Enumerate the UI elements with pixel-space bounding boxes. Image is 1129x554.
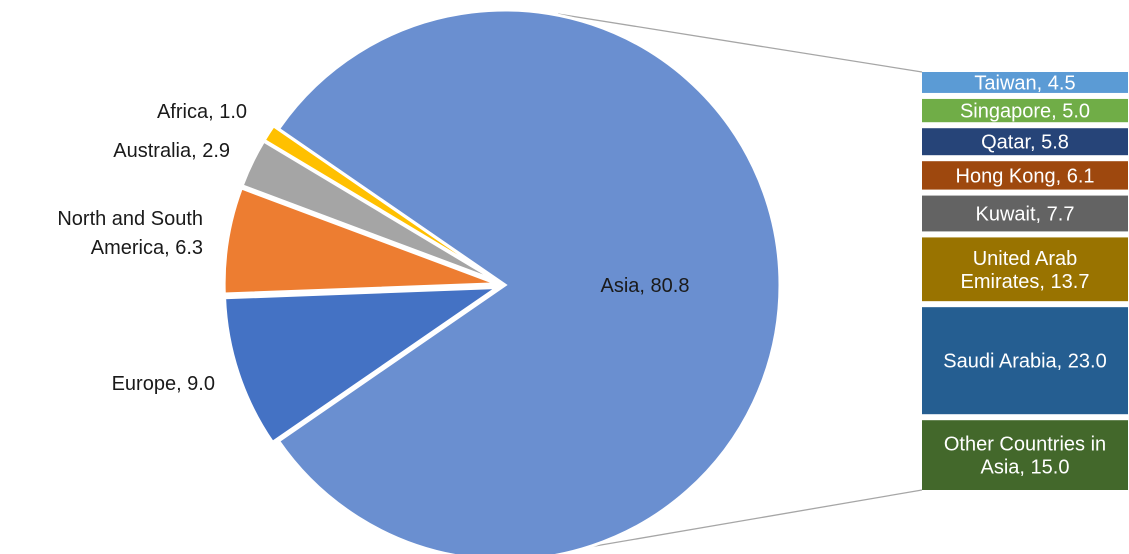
data-label-qatar: Qatar, 5.8 [981,132,1069,154]
bar-segment-saudi-arabia [922,307,1128,415]
data-labels: Taiwan, 4.5 Singapore, 5.0 Qatar, 5.8 Hong … [57,73,1106,479]
connector-lines [557,13,923,553]
data-label-asia: Asia, 80.8 [601,275,690,297]
data-label-taiwan: Taiwan, 4.5 [974,73,1075,95]
data-label-other-countries-in-asia: Other Countries in Asia, 15.0 [944,434,1106,479]
bar-segment-kuwait [922,195,1128,232]
data-label-kuwait: Kuwait, 7.7 [976,204,1075,226]
bar-segment-qatar [922,128,1128,156]
slice-asia [276,8,782,554]
data-label-singapore: Singapore, 5.0 [960,101,1090,123]
pie-slices [222,8,782,554]
bar-segment-singapore [922,98,1128,123]
data-label-australia: Australia, 2.9 [113,140,230,162]
bar-segment-other-countries-in-asia [922,420,1128,490]
data-label-united-arab-emirates: United Arab Emirates, 13.7 [961,248,1090,293]
slice-europe [223,285,503,445]
data-label-hong-kong: Hong Kong, 6.1 [956,165,1095,187]
bar-segment-taiwan [922,72,1128,93]
slice-north-and-south-america [222,186,498,296]
data-label-saudi-arabia: Saudi Arabia, 23.0 [943,351,1106,373]
connector-line-top [557,13,923,73]
bar-segment-hong-kong [922,161,1128,190]
connector-line-bottom [559,489,923,553]
breakdown-bar [922,72,1128,490]
data-label-north-and-south-america: North and South America, 6.3 [57,208,203,259]
bar-segment-united-arab-emirates [922,237,1128,302]
slice-africa [262,123,500,282]
data-label-africa: Africa, 1.0 [157,101,247,123]
data-label-europe: Europe, 9.0 [112,373,215,395]
